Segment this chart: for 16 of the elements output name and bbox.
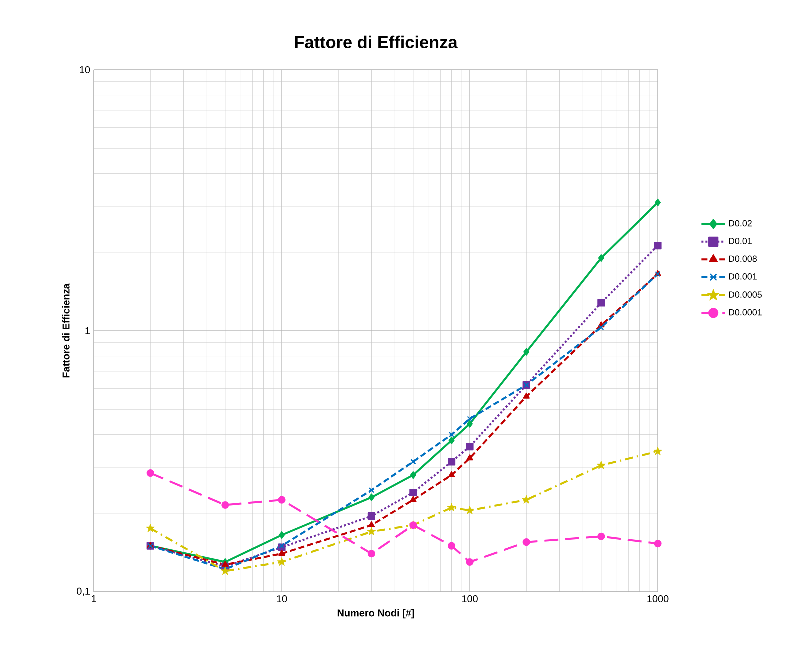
y-tick-label: 1 bbox=[86, 328, 90, 334]
legend-label: D0.01 bbox=[729, 238, 752, 244]
y-tick-label: 10 bbox=[80, 66, 90, 74]
legend-label: D0.0001 bbox=[729, 309, 762, 316]
x-tick-label: 10 bbox=[277, 596, 288, 603]
legend-label: D0.001 bbox=[729, 273, 757, 280]
y-tick-label: 0,1 bbox=[77, 588, 90, 596]
chart-title: Fattore di Efficienza bbox=[295, 36, 458, 49]
legend-label: D0.008 bbox=[729, 256, 757, 262]
x-axis-title: Numero Nodi [#] bbox=[338, 609, 414, 619]
y-axis-title: Fattore di Efficienza bbox=[62, 284, 70, 378]
x-tick-label: 1 bbox=[92, 596, 96, 602]
legend-label: D0.02 bbox=[729, 220, 752, 227]
legend-label: D0.0005 bbox=[729, 292, 762, 298]
x-tick-label: 1000 bbox=[648, 596, 669, 603]
x-tick-label: 100 bbox=[462, 596, 478, 603]
